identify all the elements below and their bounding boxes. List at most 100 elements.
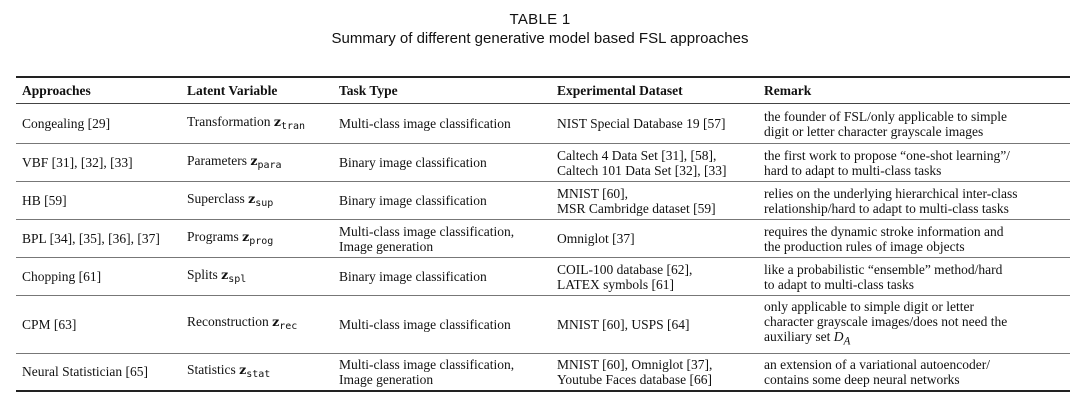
cell-task-type: Binary image classification — [333, 258, 551, 296]
cell-task-type-line: Multi-class image classification — [339, 116, 511, 131]
header-latent-variable: Latent Variable — [187, 83, 278, 98]
cell-dataset-line: MNIST [60], USPS [64] — [557, 316, 690, 332]
cell-approach: HB [59] — [22, 193, 67, 208]
cell-remark-line: digit or letter character grayscale imag… — [764, 123, 984, 139]
latent-variable-symbol: z — [273, 113, 281, 129]
cell-approach: Chopping [61] — [22, 269, 102, 284]
cell-remark-line: hard to adapt to multi-class tasks — [764, 162, 942, 178]
cell-remark-line: requires the dynamic stroke information … — [764, 223, 1004, 239]
table-row: VBF [31], [32], [33] Parameters zpara Bina… — [16, 144, 1070, 182]
header-remark: Remark — [764, 83, 812, 98]
latent-variable-name: Programs — [187, 228, 239, 244]
table-caption: TABLE 1 Summary of different generative … — [0, 0, 1080, 48]
table-title: Summary of different generative model ba… — [331, 30, 749, 47]
cell-remark-line: like a probabilistic “ensemble” method/h… — [764, 261, 1003, 277]
cell-dataset: Omniglot [37] — [551, 220, 758, 258]
cell-remark: the founder of FSL/only applicable to si… — [758, 104, 1070, 144]
cell-task-type: Binary image classification — [333, 144, 551, 182]
cell-latent-variable: Programs zprog — [181, 220, 333, 258]
cell-dataset-line: Caltech 101 Data Set [32], [33] — [557, 162, 727, 178]
cell-remark: like a probabilistic “ensemble” method/h… — [758, 258, 1070, 296]
cell-latent-variable: Transformation ztran — [181, 104, 333, 144]
latent-variable-symbol: z — [242, 228, 250, 244]
table-row: Chopping [61] Splits zspl Binary image cla… — [16, 258, 1070, 296]
table-row: HB [59] Superclass zsup Binary image class… — [16, 182, 1070, 220]
summary-table: Approaches Latent Variable Task Type Exp… — [16, 76, 1070, 392]
header-approaches: Approaches — [22, 83, 91, 98]
cell-remark-line: relies on the underlying hierarchical in… — [764, 185, 1018, 201]
cell-latent-variable: Reconstruction zrec — [181, 296, 333, 354]
cell-dataset-line: LATEX symbols [61] — [557, 276, 674, 292]
cell-dataset-line: MSR Cambridge dataset [59] — [557, 200, 716, 216]
latent-variable-symbol: z — [248, 190, 256, 206]
cell-task-type-line: Image generation — [339, 238, 434, 254]
latent-variable-name: Parameters — [187, 152, 247, 168]
cell-dataset: Caltech 4 Data Set [31], [58], Caltech 10… — [551, 144, 758, 182]
latent-variable-symbol: z — [221, 266, 229, 282]
cell-remark-line: the production rules of image objects — [764, 238, 965, 254]
cell-approach: BPL [34], [35], [36], [37] — [22, 231, 160, 246]
latent-variable-name: Statistics — [187, 361, 236, 377]
header-row: Approaches Latent Variable Task Type Exp… — [16, 77, 1070, 104]
latent-variable-symbol: z — [272, 314, 280, 330]
cell-task-type: Multi-class image classification — [333, 296, 551, 354]
cell-dataset-line: MNIST [60], Omniglot [37], — [557, 356, 713, 372]
cell-dataset: MNIST [60], MSR Cambridge dataset [59] — [551, 182, 758, 220]
cell-remark: an extension of a variational autoencode… — [758, 353, 1070, 391]
cell-approach: CPM [63] — [22, 316, 77, 332]
cell-task-type: Multi-class image classification, Image g… — [333, 353, 551, 391]
cell-remark: relies on the underlying hierarchical in… — [758, 182, 1070, 220]
cell-task-type-line: Multi-class image classification, — [339, 356, 515, 372]
cell-remark-line: auxiliary set DA — [764, 329, 851, 348]
cell-dataset-line: Omniglot [37] — [557, 231, 635, 246]
cell-remark-line: relationship/hard to adapt to multi-clas… — [764, 200, 1009, 216]
cell-task-type-line: Binary image classification — [339, 269, 487, 284]
table-row: Congealing [29] Transformation ztran Multi… — [16, 104, 1070, 144]
cell-task-type-line: Binary image classification — [339, 193, 487, 208]
cell-remark-line: the first work to propose “one-shot lear… — [764, 147, 1010, 163]
cell-dataset-line: COIL-100 database [62], — [557, 261, 693, 277]
cell-latent-variable: Statistics zstat — [181, 353, 333, 391]
cell-approach: Neural Statistician [65] — [22, 364, 148, 380]
cell-remark-line: an extension of a variational autoencode… — [764, 356, 991, 372]
latent-variable-symbol: z — [239, 361, 247, 377]
cell-latent-variable: Parameters zpara — [181, 144, 333, 182]
cell-task-type-line: Multi-class image classification — [339, 316, 511, 332]
latent-variable-symbol: z — [250, 152, 258, 168]
latent-variable-name: Superclass — [187, 190, 245, 206]
table-body: Congealing [29] Transformation ztran Multi… — [16, 104, 1070, 392]
cell-latent-variable: Splits zspl — [181, 258, 333, 296]
cell-remark-line: character grayscale images/does not need… — [764, 314, 1008, 329]
header-experimental-dataset: Experimental Dataset — [557, 83, 683, 98]
table-header: Approaches Latent Variable Task Type Exp… — [16, 77, 1070, 104]
cell-remark-line: the founder of FSL/only applicable to si… — [764, 108, 1007, 124]
cell-dataset-line: MNIST [60], — [557, 185, 629, 201]
cell-remark: only applicable to simple digit or lette… — [758, 296, 1070, 354]
latent-variable-subscript: sup — [255, 197, 274, 209]
cell-task-type: Multi-class image classification, Image g… — [333, 220, 551, 258]
latent-variable-subscript: rec — [279, 321, 298, 333]
cell-dataset-line: Caltech 4 Data Set [31], [58], — [557, 147, 717, 163]
latent-variable-subscript: tran — [280, 120, 306, 132]
cell-dataset: MNIST [60], Omniglot [37], Youtube Faces … — [551, 353, 758, 391]
latent-variable-name: Splits — [187, 266, 218, 282]
cell-remark: the first work to propose “one-shot lear… — [758, 144, 1070, 182]
cell-dataset-line: Youtube Faces database [66] — [557, 371, 712, 387]
header-task-type: Task Type — [339, 83, 398, 98]
cell-task-type: Multi-class image classification — [333, 104, 551, 144]
cell-remark-line: contains some deep neural networks — [764, 371, 960, 387]
latent-variable-subscript: stat — [246, 368, 271, 380]
latent-variable-subscript: prog — [249, 235, 274, 247]
cell-task-type-line: Binary image classification — [339, 155, 487, 170]
latent-variable-name: Reconstruction — [187, 314, 269, 330]
table-row: Neural Statistician [65] Statistics zstat… — [16, 353, 1070, 392]
cell-remark-line: to adapt to multi-class tasks — [764, 276, 914, 292]
cell-remark: requires the dynamic stroke information … — [758, 220, 1070, 258]
latent-variable-subscript: spl — [228, 273, 247, 285]
table-row: BPL [34], [35], [36], [37] Programs zprog… — [16, 220, 1070, 258]
cell-dataset: NIST Special Database 19 [57] — [551, 104, 758, 144]
cell-remark-line: only applicable to simple digit or lette… — [764, 299, 974, 314]
cell-task-type: Binary image classification — [333, 182, 551, 220]
latent-variable-subscript: para — [257, 159, 282, 171]
